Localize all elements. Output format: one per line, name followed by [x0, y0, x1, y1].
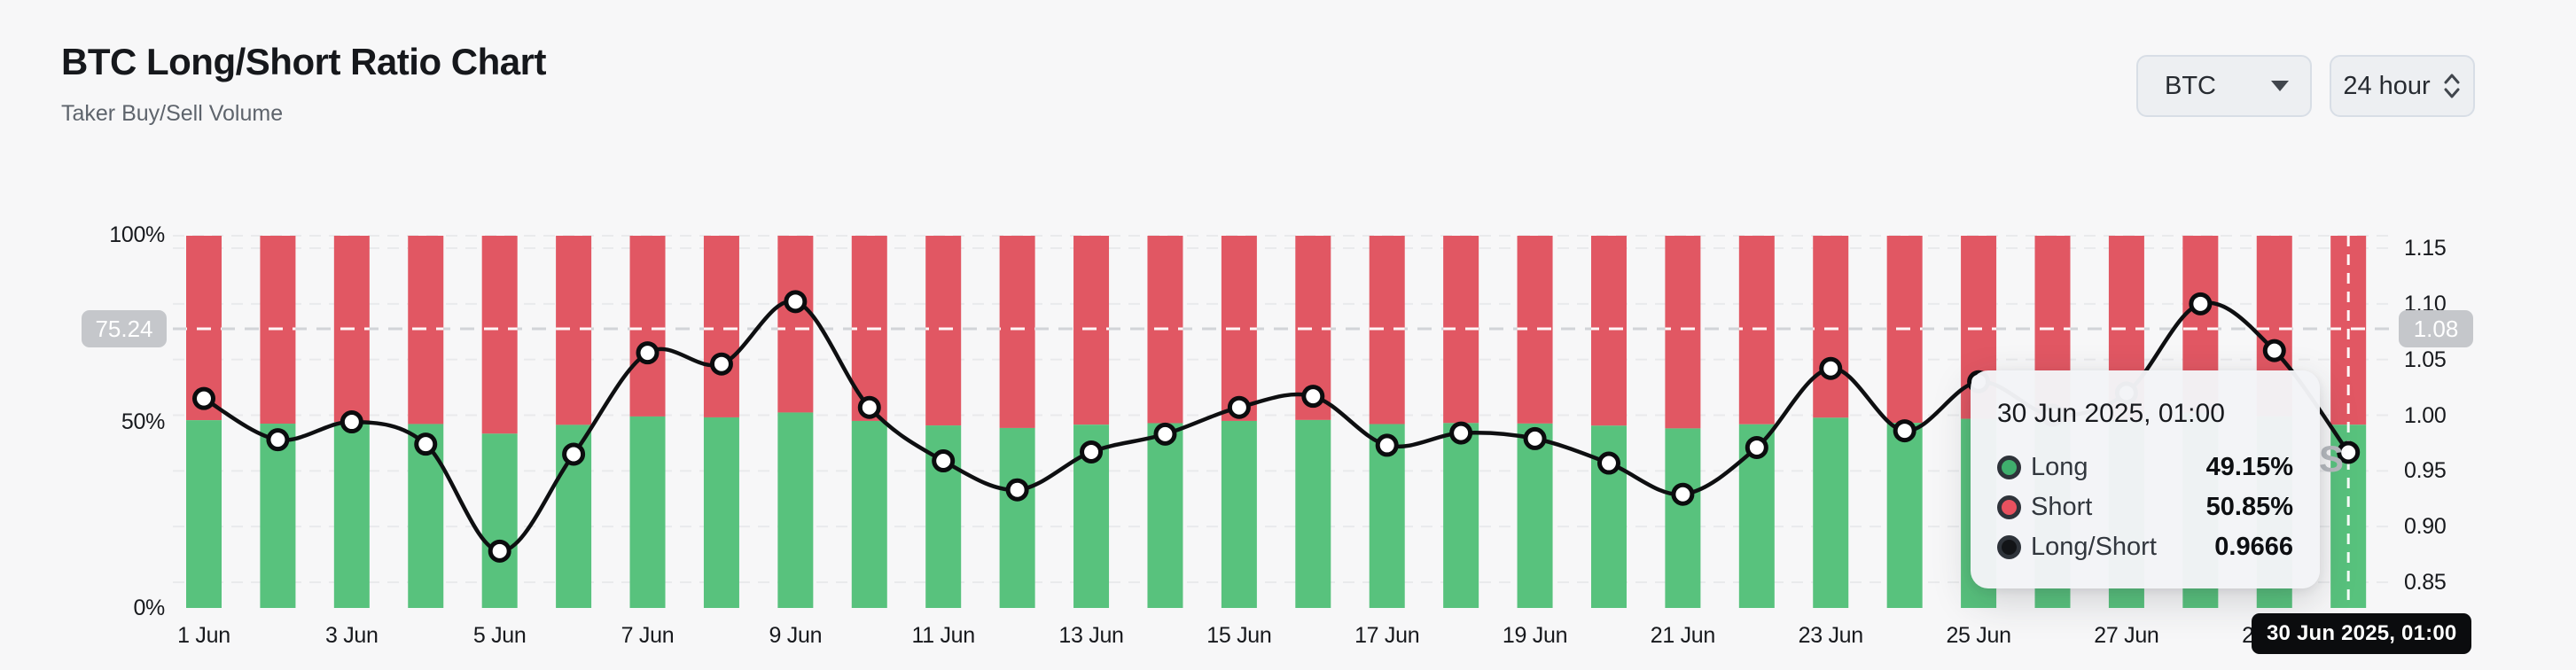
short-bar[interactable]	[1590, 236, 1627, 426]
tooltip-row: Short 50.85%	[1997, 493, 2293, 522]
data-point-marker[interactable]	[1375, 433, 1399, 457]
short-bar[interactable]	[925, 236, 962, 426]
long-bar[interactable]	[851, 420, 887, 608]
long-bar[interactable]	[777, 412, 814, 608]
data-point-marker[interactable]	[1596, 451, 1620, 475]
data-point-marker[interactable]	[2262, 339, 2286, 362]
data-point-marker[interactable]	[784, 290, 808, 314]
ratio-dot-icon	[1997, 535, 2021, 559]
left-axis-highlight-badge: 75.24	[82, 310, 167, 347]
long-bar[interactable]	[1886, 423, 1923, 608]
tooltip-row-label: Long	[2031, 453, 2088, 481]
long-bar[interactable]	[1665, 428, 1701, 608]
short-bar[interactable]	[777, 236, 814, 413]
data-point-marker[interactable]	[1745, 435, 1768, 459]
long-bar[interactable]	[1443, 423, 1479, 608]
chevron-down-icon	[2271, 81, 2289, 91]
long-bar[interactable]	[1295, 419, 1331, 608]
long-bar[interactable]	[1813, 417, 1849, 608]
page-subtitle: Taker Buy/Sell Volume	[61, 101, 284, 126]
data-point-marker[interactable]	[1301, 385, 1325, 409]
data-point-marker[interactable]	[932, 449, 956, 473]
tooltip-title: 30 Jun 2025, 01:00	[1997, 399, 2225, 428]
data-point-marker[interactable]	[2337, 440, 2361, 464]
tooltip-row-value: 50.85%	[2205, 493, 2293, 521]
symbol-select[interactable]: BTC	[2136, 55, 2312, 117]
data-point-marker[interactable]	[414, 432, 438, 456]
data-point-marker[interactable]	[266, 428, 290, 452]
long-bar[interactable]	[703, 417, 739, 608]
short-bar[interactable]	[703, 236, 739, 417]
short-bar[interactable]	[556, 236, 592, 425]
data-point-marker[interactable]	[709, 352, 733, 376]
data-point-marker[interactable]	[2189, 292, 2213, 316]
data-point-marker[interactable]	[1153, 422, 1177, 446]
data-point-marker[interactable]	[562, 442, 586, 466]
up-down-stepper-icon	[2442, 71, 2462, 101]
data-point-marker[interactable]	[1080, 440, 1104, 464]
page-title: BTC Long/Short Ratio Chart	[61, 41, 546, 82]
tooltip-row-value: 49.15%	[2205, 453, 2293, 481]
crosshair-date-label: 30 Jun 2025, 01:00	[2252, 613, 2472, 654]
tooltip-row-label: Short	[2031, 493, 2093, 521]
tooltip-row: Long 49.15%	[1997, 453, 2293, 482]
data-point-marker[interactable]	[857, 395, 881, 419]
interval-select[interactable]: 24 hour	[2330, 55, 2475, 117]
tooltip-row-label: Long/Short	[2031, 533, 2157, 561]
chart-tooltip: 30 Jun 2025, 01:00 Long 49.15% Short 50.85%…	[1971, 370, 2320, 588]
long-bar[interactable]	[481, 433, 518, 608]
long-bar[interactable]	[1517, 423, 1553, 608]
interval-select-value: 24 hour	[2343, 71, 2431, 100]
data-point-marker[interactable]	[1523, 426, 1547, 450]
long-bar[interactable]	[629, 416, 666, 608]
long-bar[interactable]	[999, 427, 1035, 608]
long-dot-icon	[1997, 456, 2021, 479]
long-bar[interactable]	[1221, 420, 1257, 608]
long-bar[interactable]	[333, 422, 370, 608]
tooltip-row-value: 0.9666	[2214, 533, 2293, 561]
data-point-marker[interactable]	[636, 341, 660, 365]
short-bar[interactable]	[1665, 236, 1701, 429]
short-bar[interactable]	[481, 236, 518, 434]
long-bar[interactable]	[1147, 423, 1183, 608]
right-axis-highlight-badge: 1.08	[2399, 310, 2473, 347]
data-point-marker[interactable]	[1893, 419, 1916, 443]
tooltip-row: Long/Short 0.9666	[1997, 533, 2293, 562]
watermark: S	[2319, 438, 2345, 479]
data-point-marker[interactable]	[340, 410, 363, 434]
long-bar[interactable]	[186, 420, 222, 608]
short-bar[interactable]	[999, 236, 1035, 428]
data-point-marker[interactable]	[1449, 421, 1473, 445]
long-bar[interactable]	[260, 424, 296, 608]
data-point-marker[interactable]	[488, 539, 511, 563]
symbol-select-value: BTC	[2165, 71, 2216, 100]
short-bar[interactable]	[629, 236, 666, 417]
data-point-marker[interactable]	[1227, 395, 1251, 419]
short-bar[interactable]	[1073, 236, 1110, 425]
data-point-marker[interactable]	[1671, 482, 1695, 506]
data-point-marker[interactable]	[1005, 478, 1029, 502]
data-point-marker[interactable]	[1819, 356, 1843, 380]
short-dot-icon	[1997, 495, 2021, 519]
short-bar[interactable]	[1813, 236, 1849, 418]
data-point-marker[interactable]	[192, 386, 215, 410]
